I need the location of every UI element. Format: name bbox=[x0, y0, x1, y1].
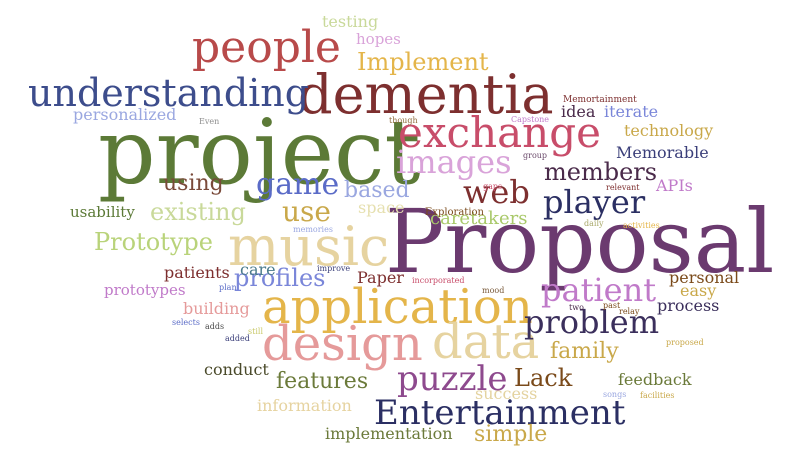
word-existing: existing bbox=[150, 198, 246, 226]
word-information: information bbox=[257, 396, 352, 415]
word-space: space bbox=[358, 198, 405, 217]
word-relay: relay bbox=[619, 307, 640, 316]
word-memortainment: Memortainment bbox=[563, 95, 637, 105]
word-two: two bbox=[569, 303, 584, 312]
word-web: web bbox=[463, 173, 530, 211]
word-player: player bbox=[543, 183, 646, 221]
word-selects: selects bbox=[172, 318, 200, 327]
word-personal: personal bbox=[669, 268, 740, 287]
word-people: people bbox=[192, 22, 341, 73]
word-problem: problem bbox=[524, 303, 660, 341]
word-puzzle: puzzle bbox=[397, 359, 508, 399]
word-implementation: implementation bbox=[325, 424, 453, 443]
word-feedback: feedback bbox=[618, 370, 692, 389]
word-process: process bbox=[657, 296, 720, 315]
word-exchange: exchange bbox=[398, 108, 601, 157]
word-activities: activities bbox=[623, 221, 660, 230]
word-lack: Lack bbox=[514, 364, 573, 392]
word-daily: daily bbox=[584, 219, 604, 228]
word-features: features bbox=[276, 369, 369, 394]
word-exploration: Exploration bbox=[425, 207, 484, 218]
word-implement: Implement bbox=[357, 48, 489, 76]
word-personalized: personalized bbox=[73, 105, 177, 124]
word-adds: adds bbox=[205, 322, 225, 331]
word-using: using bbox=[163, 171, 224, 196]
word-project: project bbox=[98, 100, 421, 205]
word-based: based bbox=[344, 178, 410, 203]
word-past: past bbox=[603, 301, 621, 310]
word-patient: patient bbox=[541, 271, 657, 309]
word-entertainment: Entertainment bbox=[374, 393, 626, 433]
word-plan: plan bbox=[219, 283, 237, 292]
word-game: game bbox=[256, 167, 340, 202]
word-proposal: Proposal bbox=[385, 190, 775, 293]
word-facilities: facilities bbox=[640, 391, 675, 400]
word-improve: improve bbox=[317, 264, 351, 273]
word-apis: APIs bbox=[656, 176, 693, 195]
word-use: use bbox=[282, 195, 331, 228]
word-family: family bbox=[550, 339, 619, 364]
word-usability: usability bbox=[70, 203, 135, 221]
word-application: application bbox=[262, 279, 533, 335]
word-dementia: dementia bbox=[298, 63, 554, 126]
word-success: success bbox=[475, 384, 538, 403]
word-easy: easy bbox=[680, 281, 717, 300]
word-care: care bbox=[240, 260, 276, 279]
word-design: design bbox=[262, 316, 423, 372]
word-simple: simple bbox=[474, 422, 548, 447]
word-iterate: iterate bbox=[604, 102, 659, 121]
word-understanding: understanding bbox=[28, 71, 310, 115]
word-conduct: conduct bbox=[204, 360, 269, 379]
word-patients: patients bbox=[164, 263, 230, 282]
word-mood: mood bbox=[482, 286, 505, 295]
word-proposed: proposed bbox=[666, 338, 704, 347]
word-music: music bbox=[228, 215, 390, 278]
word-memories: memories bbox=[293, 225, 333, 234]
word-gaps: gaps bbox=[483, 182, 503, 191]
word-capstone: Capstone bbox=[511, 115, 550, 124]
word-memorable: Memorable bbox=[616, 143, 709, 162]
word-songs: songs bbox=[603, 390, 627, 399]
word-hopes: hopes bbox=[356, 30, 401, 48]
word-caretakers: caretakers bbox=[430, 208, 528, 229]
word-prototypes: prototypes bbox=[104, 281, 186, 299]
word-still: still bbox=[248, 327, 263, 336]
word-images: images bbox=[396, 143, 512, 181]
word-relevant: relevant bbox=[606, 183, 640, 192]
word-though: though bbox=[389, 116, 418, 125]
word-paper: Paper bbox=[357, 268, 404, 287]
word-prototype: Prototype bbox=[94, 228, 213, 256]
word-data: data bbox=[432, 314, 540, 370]
word-testing: testing bbox=[322, 12, 379, 31]
word-members: members bbox=[544, 158, 658, 186]
word-technology: technology bbox=[624, 121, 714, 140]
word-even: Even bbox=[199, 117, 220, 126]
word-incorporated: incorporated bbox=[412, 276, 465, 285]
word-group: group bbox=[523, 151, 548, 160]
word-added: added bbox=[225, 334, 250, 343]
word-building: building bbox=[183, 299, 250, 318]
word-idea: idea bbox=[561, 102, 596, 121]
word-profiles: profiles bbox=[234, 264, 326, 292]
